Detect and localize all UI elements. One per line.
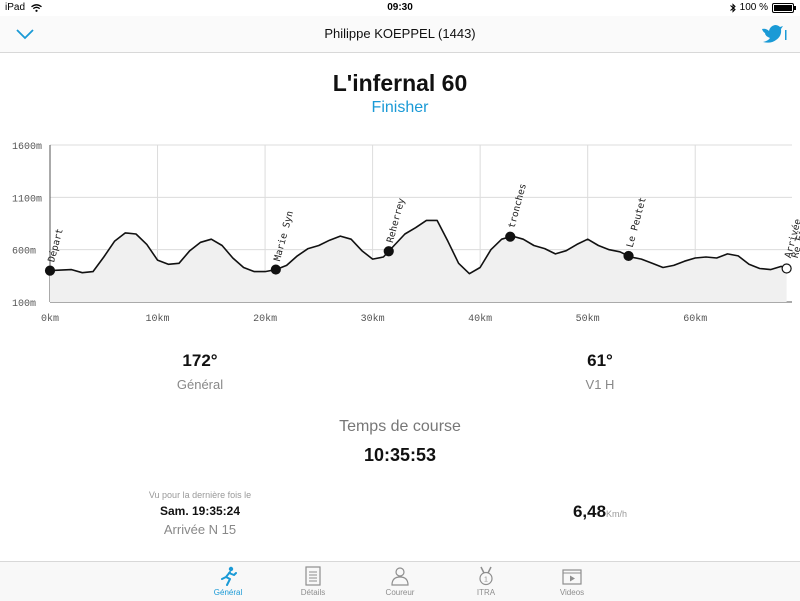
checkpoint-label: Le Peutet: [625, 196, 649, 249]
general-rank-value: 172°: [182, 351, 218, 370]
x-tick-label: 0km: [41, 313, 59, 325]
checkpoint-marker: [505, 231, 516, 242]
last-seen-caption: Vu pour la dernière fois le: [148, 490, 252, 500]
elevation-line: [49, 219, 787, 275]
checkpoint-marker: [44, 265, 56, 276]
runner-icon: [221, 566, 237, 586]
race-time-value: 10:35:53: [363, 445, 437, 465]
tab-general-label: Général: [213, 588, 243, 597]
tab-general[interactable]: Général: [188, 562, 268, 601]
tab-itra-label: ITRA: [476, 588, 496, 597]
nav-bar: Philippe KOEPPEL (1443): [0, 16, 800, 53]
x-tick-label: 10km: [146, 313, 170, 325]
clock: 09:30: [387, 2, 413, 13]
race-time-label: Temps de course: [339, 418, 461, 435]
y-tick-label: 600m: [12, 247, 36, 258]
last-seen-checkpoint: Arrivée N 15: [163, 522, 237, 537]
x-tick-label: 40km: [468, 313, 492, 325]
x-tick-label: 20km: [253, 313, 277, 325]
y-tick-label: 1600m: [12, 142, 42, 153]
twitter-share-icon[interactable]: [760, 23, 788, 45]
y-tick-label: 1100m: [12, 194, 42, 205]
tab-runner[interactable]: Coureur: [360, 562, 440, 601]
race-status: Finisher: [371, 99, 429, 116]
bluetooth-icon: [729, 2, 736, 13]
tab-runner-label: Coureur: [385, 588, 415, 597]
elevation-area: [50, 220, 787, 302]
checkpoint-marker: [270, 264, 281, 275]
average-speed: 6,48Km/h: [500, 502, 700, 522]
checkpoint-label: Marie Syn: [272, 210, 296, 263]
person-icon: [391, 567, 409, 586]
tab-videos-label: Videos: [559, 588, 585, 597]
checkpoint-label: tronches: [507, 182, 529, 229]
x-tick-label: 50km: [576, 313, 600, 325]
status-bar: iPad 09:30 100 %: [0, 0, 800, 16]
checkpoint-marker: [383, 246, 394, 257]
tab-details[interactable]: Détails: [273, 562, 353, 601]
x-tick-label: 30km: [361, 313, 385, 325]
general-rank-label: Général: [176, 377, 224, 392]
medal-icon: 1: [479, 566, 493, 586]
y-tick-label: 100m: [12, 299, 36, 310]
speed-unit: Km/h: [606, 509, 628, 519]
x-tick-label: 60km: [683, 313, 707, 325]
checkpoint-marker: [781, 263, 792, 274]
race-title: L'infernal 60: [332, 70, 468, 96]
last-seen-time: Sam. 19:35:24: [159, 504, 241, 518]
tab-bar: Général Détails Coureur 1 ITRA: [0, 561, 800, 601]
page-title: Philippe KOEPPEL (1443): [324, 26, 476, 41]
chevron-down-icon[interactable]: [15, 26, 35, 42]
device-name: iPad: [5, 2, 26, 13]
category-rank-label: V1 H: [585, 377, 615, 392]
elevation-profile-chart: 100m 600m 1100m 1600m 0km 10km 20km 30km 40km 50k…: [12, 142, 800, 325]
battery-icon: [772, 2, 796, 13]
wifi-icon: [31, 3, 42, 12]
list-icon: [305, 566, 321, 586]
checkpoint-label: Départ: [46, 227, 66, 263]
checkpoint-marker: [623, 250, 634, 262]
tab-itra[interactable]: 1 ITRA: [446, 562, 526, 601]
speed-value: 6,48: [572, 502, 607, 521]
category-rank-value: 61°: [587, 351, 613, 370]
tab-videos[interactable]: Videos: [532, 562, 612, 601]
svg-text:1: 1: [484, 577, 488, 584]
video-icon: [562, 569, 582, 585]
tab-details-label: Détails: [300, 588, 326, 597]
battery-percent: 100 %: [739, 2, 768, 13]
